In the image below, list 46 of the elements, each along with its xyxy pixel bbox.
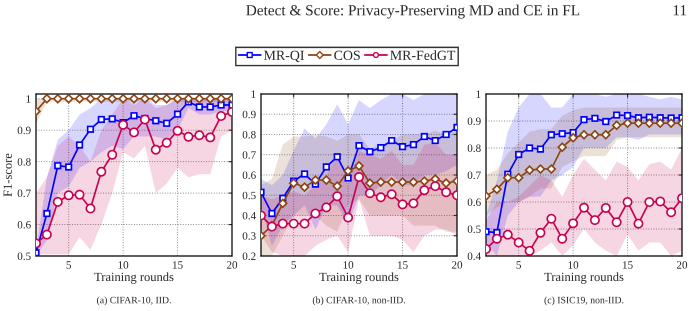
x-tick-label: 20 <box>226 261 238 269</box>
x-axis-title: Training rounds <box>544 272 624 284</box>
y-tick-label: 0.7 <box>18 190 31 198</box>
x-tick-label: 10 <box>568 261 578 269</box>
x-axis-title: Training rounds <box>94 272 174 284</box>
y-tick-label: 0.5 <box>468 225 481 234</box>
x-tick-label: 5 <box>66 261 72 269</box>
y-tick-label: 0.9 <box>468 117 481 126</box>
x-tick-label: 20 <box>452 261 462 269</box>
y-tick-label: 0.6 <box>242 171 256 180</box>
y-tick-label: 0.2 <box>242 252 256 260</box>
text: (a) CIFAR-10, IID. <box>96 296 171 306</box>
x-tick-label: 10 <box>344 261 354 269</box>
y-tick-label: 0.5 <box>18 252 31 260</box>
legend-label: MR-QI <box>264 50 304 62</box>
x-tick-label: 10 <box>118 261 128 269</box>
y-tick-label: 0.4 <box>468 252 481 260</box>
y-tick-label: 0.9 <box>242 110 256 118</box>
text: 11 <box>674 5 686 16</box>
x-tick-label: 20 <box>676 261 688 269</box>
y-tick-label: 1 <box>252 90 256 98</box>
legend-label: MR-FedGT <box>390 50 456 60</box>
x-axis-title: Training rounds <box>319 272 398 284</box>
text: (b) CIFAR-10, non-IID. <box>312 296 405 306</box>
y-tick-label: 1 <box>26 95 30 103</box>
legend-label: COS <box>334 50 360 60</box>
y-tick-label: 0.6 <box>18 221 31 229</box>
x-tick-label: 15 <box>622 261 633 269</box>
y-tick-label: 0.7 <box>468 171 481 180</box>
x-tick-label: 15 <box>398 261 408 269</box>
y-tick-label: 0.3 <box>242 232 256 240</box>
y-tick-label: 0.8 <box>242 130 256 139</box>
y-tick-label: 0.8 <box>18 158 31 166</box>
x-tick-label: 15 <box>172 261 183 269</box>
y-tick-label: 1 <box>476 90 480 98</box>
text: Detect & Score: Privacy-Preserving MD and CE in FL <box>246 4 580 19</box>
y-axis-title: F1-score <box>4 154 12 197</box>
y-tick-label: 0.9 <box>18 126 31 134</box>
y-tick-label: 0.8 <box>468 144 481 152</box>
y-tick-label: 0.5 <box>242 192 256 200</box>
x-tick-label: 5 <box>292 261 296 269</box>
x-tick-label: 5 <box>516 261 522 269</box>
text: (c) ISIC19, non-IID. <box>544 296 624 306</box>
y-tick-label: 0.4 <box>242 212 256 220</box>
y-tick-label: 0.6 <box>468 198 481 206</box>
y-tick-label: 0.7 <box>242 151 256 159</box>
